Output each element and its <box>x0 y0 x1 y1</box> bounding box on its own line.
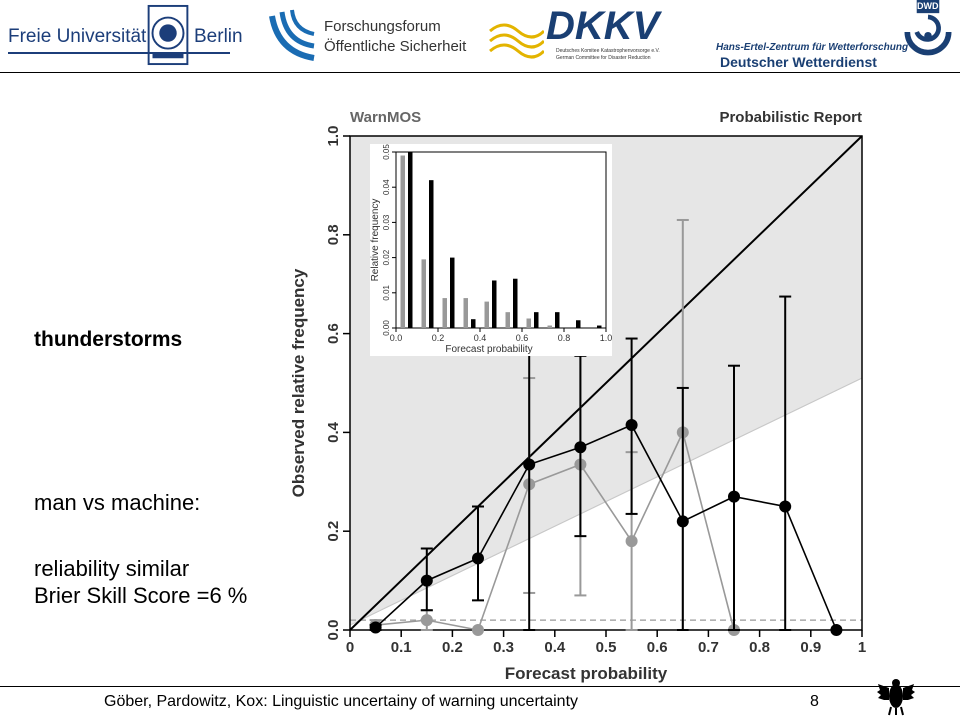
inset-warnmos-bar <box>555 312 560 328</box>
dkkv-waves-icon <box>489 23 544 59</box>
forum-line2: Öffentliche Sicherheit <box>324 38 467 55</box>
inset-y-axis-label: Relative frequency <box>370 199 381 282</box>
warnmos-line <box>375 423 838 631</box>
dkkv-line2: German Committee for Disaster Reduction <box>556 55 651 61</box>
fu-underline <box>8 52 230 54</box>
reliability-line: reliability similar <box>34 556 190 581</box>
forum-swirl-icon <box>269 9 315 61</box>
inset-report-bar <box>547 325 552 328</box>
fu-name-right: Berlin <box>194 26 243 47</box>
inset-background <box>370 144 612 356</box>
x-tick-label: 0.2 <box>442 639 463 656</box>
inset-y-tick-label: 0.01 <box>382 284 391 300</box>
inset-y-tick-label: 0.04 <box>382 179 391 195</box>
x-tick-label: 0.8 <box>749 639 770 656</box>
fu-name-left: Freie Universität <box>8 26 147 47</box>
no-skill-line <box>360 377 863 621</box>
warnmos-point <box>472 552 484 565</box>
dkkv-line1: Deutsches Komitee Katastrophenvorsorge e… <box>556 48 660 54</box>
inset-x-tick-label: 0.2 <box>432 333 445 343</box>
dwd-mark: DWD <box>917 1 939 11</box>
perfect-reliability-diagonal <box>349 135 863 631</box>
reliability-diagram: WarnMOS Probabilistic Report 0 0.1 0.2 0.3 0.4… <box>289 109 866 683</box>
warnmos-point <box>574 441 587 454</box>
inset-x-tick-label: 0.0 <box>390 333 403 343</box>
header-divider <box>0 72 960 73</box>
warnmos-point <box>625 418 638 431</box>
inset-report-bar <box>526 318 531 328</box>
brier-score-line: Brier Skill Score =6 % <box>34 583 248 608</box>
inset-warnmos-bar <box>597 325 602 328</box>
inset-x-tick-label: 1.0 <box>600 333 613 343</box>
federal-eagle-icon <box>877 679 915 716</box>
x-axis-label: Forecast probability <box>505 664 668 683</box>
report-point <box>420 614 433 627</box>
inset-y-tick-label: 0.03 <box>382 214 391 230</box>
page-number: 8 <box>810 693 819 710</box>
logo-bar: Freie Universität Berlin Forschungsforum… <box>0 0 960 72</box>
dwd-line2: Deutscher Wetterdienst <box>720 54 877 70</box>
inset-report-bar <box>400 155 405 328</box>
inset-report-bar <box>442 298 447 328</box>
x-tick-label: 0.6 <box>647 639 668 656</box>
inset-y-tick-label: 0.02 <box>382 249 391 265</box>
warnmos-point <box>676 515 689 528</box>
comparison-line: man vs machine: <box>34 490 201 515</box>
inset-y-tick-label: 0.00 <box>382 320 391 336</box>
inset-report-bar <box>421 259 426 328</box>
x-tick-label: 0.1 <box>391 639 412 656</box>
x-tick-label: 0.3 <box>493 639 514 656</box>
inset-warnmos-bar <box>429 180 434 328</box>
inset-x-tick-label: 0.6 <box>516 333 529 343</box>
y-tick-label: 0.8 <box>325 224 342 245</box>
x-tick-label: 0.5 <box>596 639 617 656</box>
footer-citation: Göber, Pardowitz, Kox: Linguistic uncert… <box>104 693 579 710</box>
warnmos-point <box>420 574 433 587</box>
inset-warnmos-bar <box>576 320 581 328</box>
y-tick-label: 0.4 <box>325 421 342 443</box>
report-line <box>375 430 735 631</box>
chart-title-left: WarnMOS <box>350 109 421 126</box>
inset-warnmos-bar <box>450 257 455 328</box>
dkkv-name: DKKV <box>546 4 660 48</box>
inset-x-axis-label: Forecast probability <box>445 344 532 355</box>
warnmos-point <box>728 490 740 503</box>
x-tick-label: 0.9 <box>800 639 821 656</box>
fu-seal-icon <box>147 4 189 66</box>
x-tick-label: 0.7 <box>698 639 719 656</box>
inset-frame <box>395 151 607 329</box>
inset-report-bar <box>484 301 489 328</box>
inset-warnmos-bar <box>408 152 413 328</box>
warnmos-point <box>779 500 792 513</box>
inset-warnmos-bar <box>534 312 539 328</box>
inset-report-bar <box>505 312 510 328</box>
y-tick-label: 1.0 <box>325 126 342 147</box>
footer-divider <box>0 686 960 687</box>
report-point <box>625 535 638 548</box>
inset-warnmos-bar <box>513 278 518 328</box>
inset-x-tick-label: 0.4 <box>474 333 487 343</box>
x-tick-label: 1 <box>858 639 866 656</box>
topic-label: thunderstorms <box>34 328 183 351</box>
warnmos-point <box>523 458 536 471</box>
x-tick-label: 0.4 <box>544 639 566 656</box>
inset-y-tick-label: 0.05 <box>382 144 391 160</box>
y-tick-label: 0.0 <box>325 620 342 641</box>
x-tick-label: 0 <box>346 639 354 656</box>
inset-warnmos-bar <box>471 319 476 328</box>
forum-line1: Forschungsforum <box>324 18 441 35</box>
dwd-emblem-icon <box>904 0 952 56</box>
inset-x-tick-label: 0.8 <box>558 333 571 343</box>
chart-title-right: Probabilistic Report <box>719 109 862 126</box>
y-tick-label: 0.2 <box>325 521 342 542</box>
y-tick-label: 0.6 <box>325 323 342 344</box>
warnmos-point <box>369 621 382 634</box>
dwd-line1: Hans-Ertel-Zentrum für Wetterforschung <box>716 42 909 53</box>
inset-report-bar <box>463 298 468 328</box>
warnmos-point <box>830 624 843 636</box>
report-point <box>472 624 484 636</box>
inset-warnmos-bar <box>492 280 497 328</box>
y-axis-label: Observed relative frequency <box>289 268 308 497</box>
